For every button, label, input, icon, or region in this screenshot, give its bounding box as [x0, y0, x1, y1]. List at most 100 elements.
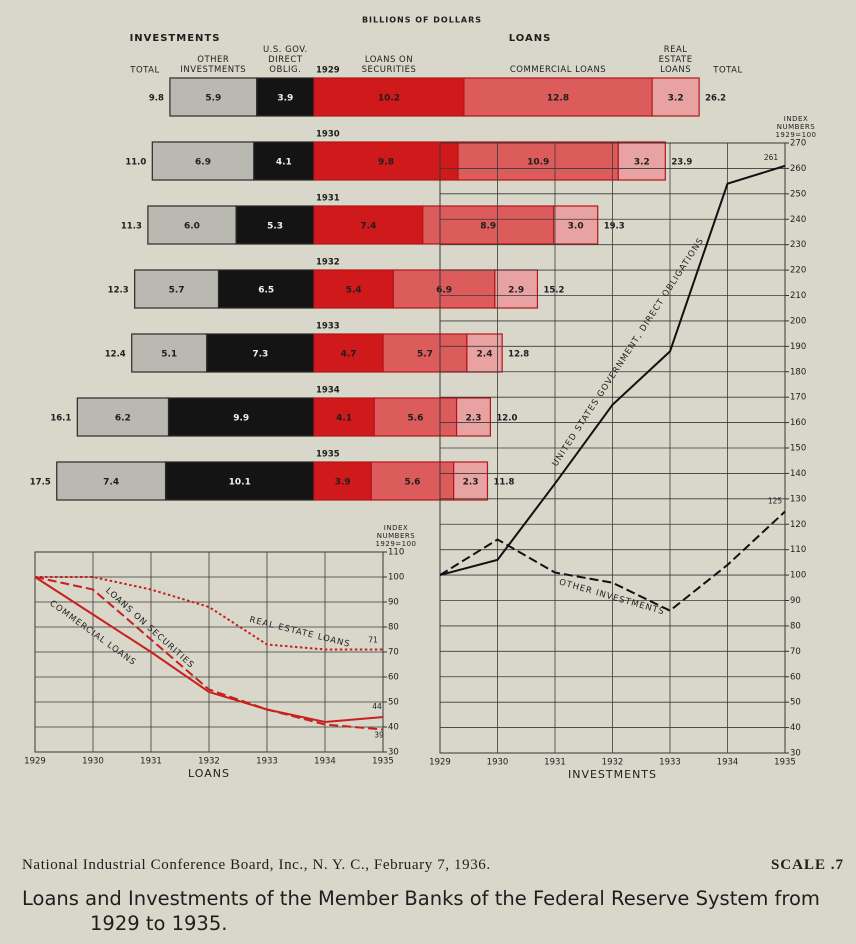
y-tick-label: 220 [790, 266, 806, 276]
scale-note: SCALE .7 [770, 857, 844, 873]
axis-title: INVESTMENTS [568, 768, 657, 781]
end-value-label: 125 [768, 497, 783, 506]
series-line [34, 576, 384, 724]
y-tick-label: 30 [388, 748, 399, 758]
y-tick-label: 270 [790, 139, 806, 149]
group-label: INVESTMENTS [130, 33, 221, 44]
series-label: OTHER INVESTMENTS [558, 578, 666, 618]
bar-label: 5.6 [405, 478, 421, 488]
year-label: 1932 [316, 258, 340, 268]
total-label: 17.5 [30, 478, 51, 488]
y-tick-label: 30 [790, 749, 801, 759]
y-tick-label: 260 [790, 164, 806, 174]
bar-segment [457, 141, 619, 181]
y-tick-label: 50 [790, 698, 801, 708]
y-tick-label: 240 [790, 215, 806, 225]
total-label: 26.2 [705, 94, 726, 104]
bar-segment [617, 141, 666, 181]
bar-label: 5.4 [346, 286, 362, 296]
bar-label: 8.9 [480, 222, 496, 232]
bar-label: 6.5 [258, 286, 274, 296]
group-label: LOANS [509, 33, 552, 44]
y-tick-label: 100 [790, 571, 806, 581]
bar-label: 5.7 [169, 286, 185, 296]
bar-segment [453, 461, 489, 501]
x-tick-label: 1930 [487, 758, 509, 768]
bar-label: 2.4 [477, 350, 493, 360]
y-tick-label: 230 [790, 240, 806, 250]
y-tick-label: 150 [790, 444, 806, 454]
bar-segment [134, 269, 220, 309]
year-label: 1930 [316, 130, 340, 140]
y-tick-label: 80 [388, 623, 399, 633]
total-label: 12.3 [108, 286, 129, 296]
y-tick-label: 190 [790, 342, 806, 352]
axis-title: LOANS [188, 767, 230, 780]
y-tick-label: 250 [790, 189, 806, 199]
total-label: 12.4 [105, 350, 126, 360]
bar-label: 7.3 [252, 350, 268, 360]
total-label: 12.0 [496, 414, 517, 424]
y-tick-label: 130 [790, 494, 806, 504]
x-tick-label: 1932 [198, 757, 220, 767]
series-line [439, 510, 786, 612]
bar-label: 2.9 [508, 286, 524, 296]
y-tick-label: 40 [790, 723, 801, 733]
bar-segment [463, 77, 653, 117]
bar-label: 6.0 [184, 222, 200, 232]
bar-segment [494, 269, 539, 309]
series-label: REAL ESTATE LOANS [248, 615, 351, 650]
bar-segment [651, 77, 700, 117]
bar-label: 4.7 [341, 350, 357, 360]
y-tick-label: 110 [790, 545, 806, 555]
bar-segment [313, 205, 424, 245]
bar-label: 6.9 [436, 286, 452, 296]
x-tick-label: 1929 [429, 758, 451, 768]
bar-label: 7.4 [103, 478, 119, 488]
bar-label: 5.1 [161, 350, 177, 360]
end-value-label: 39 [374, 731, 384, 740]
bar-label: 5.3 [267, 222, 283, 232]
bar-segment [466, 333, 503, 373]
bar-segment [422, 205, 555, 245]
year-label: 1935 [316, 450, 340, 460]
series-line [439, 164, 786, 577]
bar-label: 7.4 [360, 222, 376, 232]
y-tick-label: 80 [790, 621, 801, 631]
total-label: 12.8 [508, 350, 529, 360]
y-tick-label: 120 [790, 520, 806, 530]
x-tick-label: 1934 [314, 757, 336, 767]
bar-label: 3.9 [335, 478, 351, 488]
series-header: COMMERCIAL LOANS [509, 65, 607, 75]
source-note: National Industrial Conference Board, In… [22, 857, 491, 873]
caption: Loans and Investments of the Member Bank… [22, 887, 820, 935]
total-label: 16.1 [50, 414, 71, 424]
year-label: 1934 [316, 386, 340, 396]
bar-label: 10.2 [378, 94, 400, 104]
bar-segment [147, 205, 237, 245]
bar-label: 6.9 [195, 158, 211, 168]
bar-label: 4.1 [276, 158, 292, 168]
bar-label: 9.8 [378, 158, 394, 168]
x-tick-label: 1932 [602, 758, 624, 768]
series-label: UNITED STATES GOVERNMENT, DIRECT OBLIGAT… [551, 236, 707, 468]
bar-segment [392, 269, 496, 309]
total-header: TOTAL [712, 66, 742, 76]
y-tick-label: 210 [790, 291, 806, 301]
bar-label: 3.2 [668, 94, 684, 104]
year-label: 1929 [316, 66, 340, 76]
bar-segment [169, 77, 258, 117]
bar-segment [382, 333, 468, 373]
end-value-label: 71 [368, 636, 378, 645]
series-header: U.S. GOV. DIRECT OBLIG. [262, 45, 308, 75]
bar-segment [235, 205, 315, 245]
y-tick-label: 70 [388, 648, 399, 658]
bar-segment [373, 397, 458, 437]
bar-label: 5.6 [407, 414, 423, 424]
y-tick-label: 60 [388, 673, 399, 683]
y-tick-label: 200 [790, 316, 806, 326]
x-tick-label: 1931 [140, 757, 162, 767]
total-label: 9.8 [149, 94, 164, 104]
bar-segment [313, 333, 384, 373]
bar-label: 5.7 [417, 350, 433, 360]
